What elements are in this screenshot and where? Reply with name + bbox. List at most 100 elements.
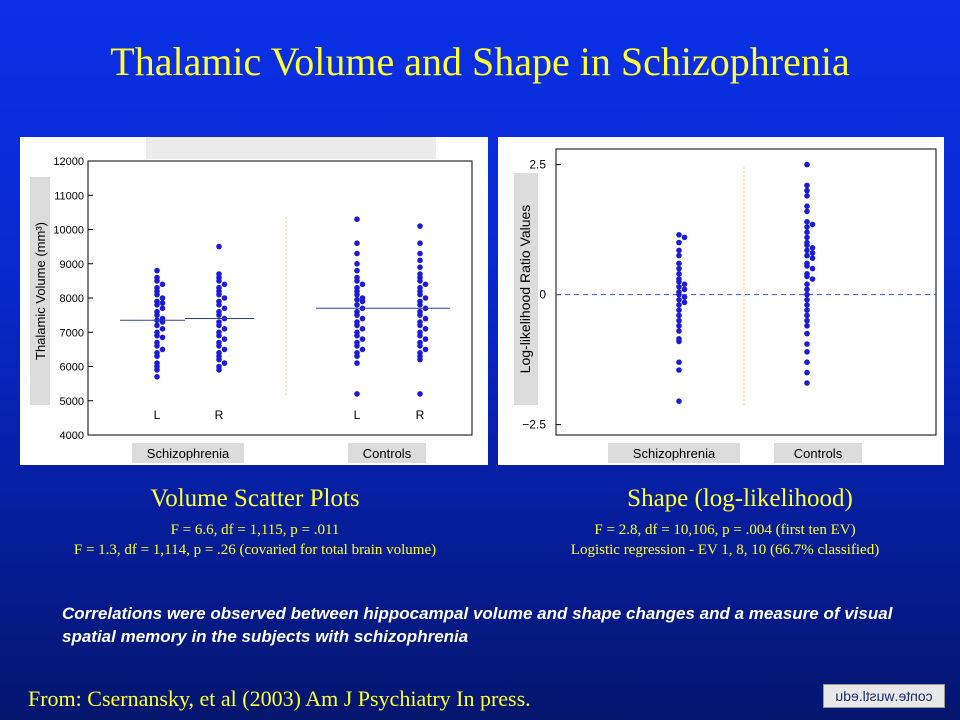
data-point bbox=[809, 276, 816, 282]
data-point bbox=[154, 332, 160, 339]
data-point bbox=[804, 193, 810, 199]
data-point bbox=[804, 247, 810, 254]
y-tick-label: 10000 bbox=[53, 225, 84, 237]
y-axis-label: Thalamic Volume (mm³) bbox=[33, 222, 48, 360]
data-point bbox=[676, 367, 682, 373]
data-point bbox=[804, 273, 810, 280]
data-point bbox=[422, 281, 429, 288]
data-point bbox=[804, 263, 810, 269]
data-point bbox=[154, 343, 160, 349]
group-label: Controls bbox=[363, 446, 412, 461]
data-point bbox=[809, 265, 816, 272]
data-point bbox=[154, 302, 160, 308]
data-point bbox=[676, 328, 682, 334]
data-point bbox=[154, 278, 160, 284]
data-point bbox=[804, 341, 810, 347]
data-point bbox=[417, 302, 423, 308]
data-point bbox=[417, 278, 423, 284]
data-point bbox=[359, 336, 366, 342]
data-point bbox=[417, 264, 423, 270]
data-point bbox=[159, 300, 166, 306]
data-point bbox=[216, 322, 222, 329]
data-point bbox=[417, 332, 423, 339]
data-point bbox=[676, 323, 682, 329]
y-tick-label: 5000 bbox=[60, 396, 84, 408]
data-point bbox=[681, 234, 688, 241]
data-point bbox=[159, 281, 166, 288]
y-tick-label: 12000 bbox=[53, 156, 84, 168]
citation-source: From: Csernansky, et al (2003) Am J Psyc… bbox=[28, 686, 531, 711]
website-logo: conte.wustl.edu bbox=[823, 684, 945, 708]
data-point bbox=[804, 182, 810, 189]
y-tick-label: 8000 bbox=[60, 293, 84, 305]
slide-title: Thalamic Volume and Shape in Schizophren… bbox=[110, 39, 850, 84]
y-tick-label: 7000 bbox=[60, 327, 84, 339]
data-point bbox=[221, 281, 228, 288]
plot-frame bbox=[555, 148, 937, 436]
data-point bbox=[359, 298, 366, 305]
data-point bbox=[216, 302, 222, 308]
shape-loglikelihood-chart: −2.5 0 2.5 Log-likelihood Ratio Values Schiz… bbox=[498, 137, 944, 465]
plot-frame bbox=[87, 160, 473, 436]
data-point bbox=[417, 223, 423, 229]
data-point bbox=[354, 216, 360, 222]
data-point bbox=[422, 315, 429, 322]
group-label: Schizophrenia bbox=[633, 446, 716, 461]
data-point bbox=[676, 278, 682, 285]
data-point bbox=[422, 346, 429, 353]
data-point bbox=[804, 224, 810, 230]
data-point bbox=[354, 261, 360, 267]
data-point bbox=[809, 255, 816, 261]
data-point bbox=[154, 267, 160, 274]
data-point bbox=[417, 312, 423, 318]
data-point bbox=[422, 336, 429, 342]
data-point bbox=[676, 297, 682, 303]
data-point bbox=[422, 295, 429, 301]
data-point bbox=[354, 250, 360, 257]
data-point bbox=[154, 374, 160, 380]
side-label: L bbox=[154, 408, 161, 422]
data-point bbox=[417, 356, 423, 363]
group-label-box bbox=[774, 443, 862, 463]
data-point bbox=[417, 240, 423, 246]
data-point bbox=[676, 265, 682, 272]
data-point bbox=[676, 338, 682, 345]
data-point bbox=[804, 359, 810, 365]
data-point bbox=[221, 326, 228, 332]
data-point bbox=[804, 302, 810, 308]
volume-stats-1: F = 6.6, df = 1,115, p = .011 bbox=[170, 522, 340, 538]
data-point bbox=[676, 232, 682, 238]
data-point bbox=[804, 312, 810, 319]
data-point bbox=[216, 367, 222, 373]
data-point bbox=[359, 281, 366, 288]
y-tick-label: 11000 bbox=[54, 190, 84, 202]
correlation-note: Correlations were observed between hippo… bbox=[62, 604, 893, 646]
data-point bbox=[354, 240, 360, 246]
data-point bbox=[354, 296, 360, 303]
data-point bbox=[417, 343, 423, 349]
data-point bbox=[422, 326, 429, 332]
group-label-box bbox=[132, 443, 244, 463]
data-point bbox=[354, 291, 360, 298]
data-point bbox=[681, 299, 688, 306]
data-point bbox=[681, 294, 688, 300]
y-axis-label-box bbox=[30, 177, 50, 405]
data-point bbox=[676, 359, 682, 365]
data-point bbox=[804, 187, 810, 194]
data-point bbox=[676, 302, 682, 308]
data-point bbox=[154, 291, 160, 298]
side-label: R bbox=[215, 408, 224, 422]
data-point bbox=[804, 281, 810, 287]
data-point bbox=[804, 349, 810, 355]
chart-header-strip bbox=[146, 137, 436, 159]
data-point bbox=[159, 334, 166, 341]
shape-stats-2: Logistic regression - EV 1, 8, 10 (66.7%… bbox=[570, 542, 880, 558]
data-point bbox=[676, 271, 682, 277]
data-point bbox=[216, 278, 222, 284]
data-point bbox=[676, 317, 682, 324]
data-point bbox=[417, 391, 423, 397]
data-point bbox=[154, 322, 160, 329]
data-point bbox=[804, 203, 810, 209]
shape-scatter-svg: −2.5 0 2.5 Log-likelihood Ratio Values Schiz… bbox=[514, 148, 937, 463]
data-point bbox=[354, 332, 360, 339]
